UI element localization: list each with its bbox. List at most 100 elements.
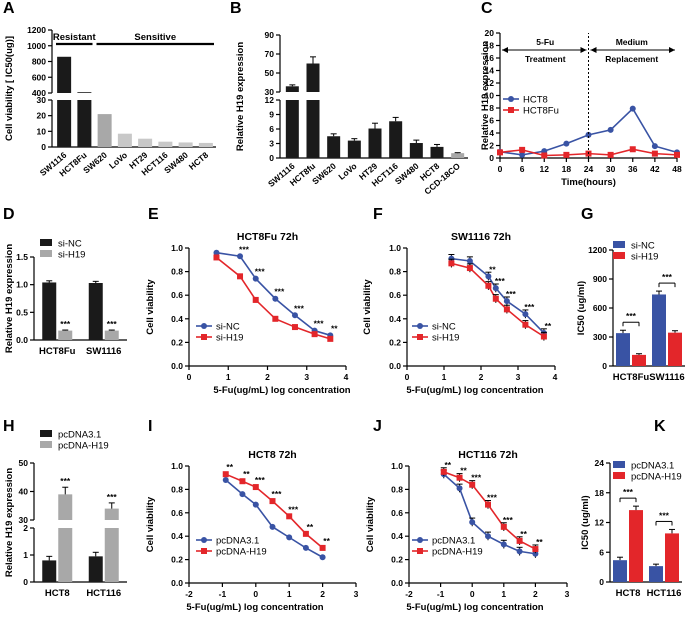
panel-i-ytick-label: 0.0 xyxy=(171,578,183,588)
panel-c-xtick-label: 48 xyxy=(672,164,682,174)
panel-i-xtick-label: 1 xyxy=(287,589,292,599)
panel-j-point xyxy=(469,481,476,488)
panel-d-legend-swatch xyxy=(40,239,52,246)
panel-h-bar xyxy=(104,528,119,582)
panel-d-bar xyxy=(58,330,73,340)
panel-j-xtick-label: 2 xyxy=(533,589,538,599)
panel-i-ytick-label: 1.0 xyxy=(171,461,183,471)
panel-g-ytick-label: 600 xyxy=(593,303,607,313)
panel-f-point xyxy=(466,265,473,272)
panel-i-legend-label: pcDNA3.1 xyxy=(216,536,259,547)
panel-c-ytick-label: 8 xyxy=(489,103,494,113)
panel-e-significance: ** xyxy=(331,323,338,333)
panel-h-significance: *** xyxy=(107,492,118,502)
panel-i-point xyxy=(302,544,309,551)
panel-e-legend-marker xyxy=(201,334,207,340)
panel-c-point xyxy=(585,131,592,138)
panel-j-point xyxy=(532,550,539,557)
panel-k-bar xyxy=(613,560,627,582)
panel-e-point xyxy=(237,273,244,280)
panel-k-ytick-label: 0 xyxy=(599,577,604,587)
panel-j-label: J xyxy=(373,418,382,435)
panel-c-ytick-label: 14 xyxy=(485,66,495,76)
panel-e-point xyxy=(272,315,279,322)
panel-e-ytick-label: 0.0 xyxy=(171,361,183,371)
panel-j-ytick-label: 0.6 xyxy=(391,508,403,518)
panel-k-bar xyxy=(629,510,643,582)
panel-f-ytick-label: 0.2 xyxy=(389,337,401,347)
panel-j-significance: ** xyxy=(536,537,543,547)
panel-f-label: F xyxy=(373,206,383,223)
panel-h-ytick-label: 2 xyxy=(23,523,28,533)
panel-j-xtick-label: 1 xyxy=(501,589,506,599)
panel-d-legend-label: si-H19 xyxy=(58,250,85,261)
panel-e-significance: *** xyxy=(239,244,250,254)
panel-i-ylabel: Cell viability xyxy=(145,496,156,552)
panel-c-legend-label: HCT8Fu xyxy=(523,106,559,117)
panel-c-point xyxy=(563,140,570,147)
panel-f-legend-marker xyxy=(417,323,423,329)
panel-i-ytick-label: 0.6 xyxy=(171,508,183,518)
panel-c-point xyxy=(607,126,614,133)
panel-e-point xyxy=(327,335,334,342)
panel-a-xtick-label: SW620 xyxy=(81,150,109,176)
panel-i-point xyxy=(286,534,293,541)
panel-f-ytick-label: 0.6 xyxy=(389,290,401,300)
panel-c-legend-marker xyxy=(508,107,514,113)
panel-h-significance: *** xyxy=(60,476,71,486)
panel-c-label: C xyxy=(481,0,493,17)
panel-j-xtick-label: 0 xyxy=(470,589,475,599)
panel-c-ytick-label: 20 xyxy=(485,28,495,38)
panel-j-point xyxy=(456,474,463,481)
panel-a-bar xyxy=(198,142,213,147)
panel-b-ylabel: Relative H19 expression xyxy=(235,42,246,152)
panel-e-ylabel: Cell viability xyxy=(145,279,156,335)
panel-e-ytick-label: 0.2 xyxy=(171,337,183,347)
panel-i-label: I xyxy=(148,418,152,435)
panel-f-significance: ** xyxy=(545,321,552,331)
panel-f-point xyxy=(448,260,455,267)
panel-f-significance: *** xyxy=(506,289,517,299)
panel-j-ytick-label: 0.8 xyxy=(391,484,403,494)
panel-e-xtick-label: 0 xyxy=(187,372,192,382)
panel-g-legend-swatch xyxy=(613,241,625,248)
panel-f-xlabel: 5-Fu(ug/mL) log concentration xyxy=(406,385,543,396)
panel-e-label: E xyxy=(148,206,159,223)
panel-g-bar xyxy=(632,354,646,366)
panel-g-significance: *** xyxy=(626,311,637,321)
panel-k-ytick-label: 6 xyxy=(599,547,604,557)
panel-k-xtick-label: HCT8 xyxy=(616,588,641,599)
panel-a-ytick-label: 600 xyxy=(32,72,46,82)
panel-e-point xyxy=(252,275,259,282)
panel-j-legend-marker xyxy=(417,548,423,554)
panel-j-significance: ** xyxy=(520,529,527,539)
panel-f-point xyxy=(485,273,492,280)
panel-e-xtick-label: 3 xyxy=(304,372,309,382)
panel-f-ylabel: Cell viability xyxy=(362,279,373,335)
panel-c-xtick-label: 30 xyxy=(606,164,616,174)
panel-e-point xyxy=(272,295,279,302)
panel-c-point xyxy=(497,149,503,156)
panel-g-legend-swatch xyxy=(613,252,625,259)
panel-i-xtick-label: 3 xyxy=(354,589,359,599)
panel-b-ytick-label: 6 xyxy=(269,124,274,134)
panel-f-point xyxy=(448,255,455,262)
panel-a-bar xyxy=(178,142,193,147)
panel-b-ytick-label: 9 xyxy=(269,110,274,120)
panel-i-significance: *** xyxy=(288,504,299,514)
panel-e-legend-label: si-H19 xyxy=(216,333,243,344)
panel-j-significance: *** xyxy=(471,473,482,483)
panel-i-ytick-label: 0.4 xyxy=(171,531,183,541)
panel-a-ylabel: Cell viability [ IC50(ug)] xyxy=(4,36,15,141)
panel-b-bar xyxy=(327,136,341,158)
panel-k-legend-swatch xyxy=(613,472,625,479)
panel-k-xtick-label: HCT116 xyxy=(647,588,682,599)
panel-d-xtick-label: HCT8Fu xyxy=(39,346,76,357)
panel-i-legend-marker xyxy=(201,548,207,554)
panel-b-bar xyxy=(285,86,299,92)
panel-b-bar xyxy=(430,146,444,158)
panel-e-significance: *** xyxy=(274,287,285,297)
panel-c-ytick-label: 6 xyxy=(489,116,494,126)
panel-g-bar xyxy=(616,333,630,366)
